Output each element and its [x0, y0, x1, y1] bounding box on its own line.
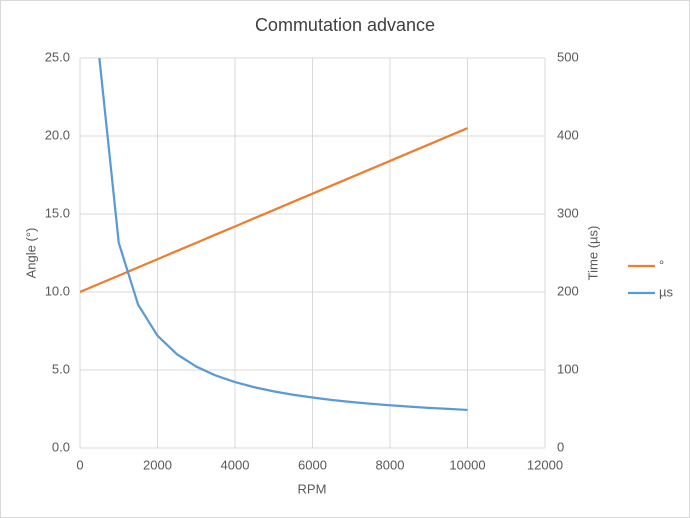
y2-tick-label: 200	[557, 283, 579, 298]
y-tick-label: 25.0	[45, 49, 70, 64]
y2-tick-label: 100	[557, 361, 579, 376]
y-tick-label: 10.0	[45, 283, 70, 298]
y-axis-label: Angle (°)	[23, 228, 38, 279]
series-line	[98, 57, 468, 412]
legend-label: °	[659, 257, 664, 272]
y-tick-label: 20.0	[45, 127, 70, 142]
x-tick-label: 0	[76, 457, 83, 472]
y2-axis-label: Time (µs)	[585, 226, 600, 281]
y2-tick-label: 400	[557, 127, 579, 142]
legend-label: µs	[659, 284, 673, 299]
x-axis-label: RPM	[298, 481, 327, 496]
x-tick-label: 8000	[376, 457, 405, 472]
series-line	[80, 127, 468, 294]
y-tick-label: 0.0	[52, 439, 70, 454]
y2-tick-label: 300	[557, 205, 579, 220]
x-tick-label: 6000	[298, 457, 327, 472]
x-tick-label: 12000	[527, 457, 563, 472]
x-tick-label: 10000	[449, 457, 485, 472]
x-tick-label: 4000	[221, 457, 250, 472]
y-tick-label: 5.0	[52, 361, 70, 376]
x-tick-label: 2000	[143, 457, 172, 472]
chart-title: Commutation advance	[255, 15, 435, 35]
y-tick-label: 15.0	[45, 205, 70, 220]
y2-tick-label: 0	[557, 439, 564, 454]
y2-tick-label: 500	[557, 49, 579, 64]
